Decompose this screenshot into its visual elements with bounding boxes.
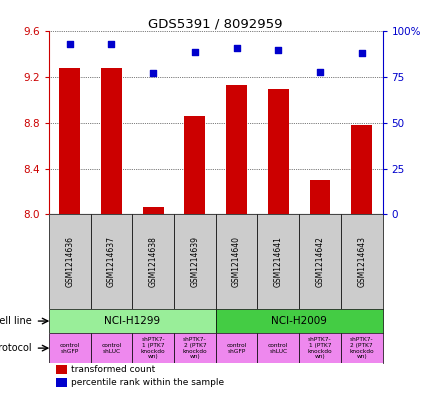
Bar: [91, 333, 132, 364]
Bar: [174, 214, 215, 309]
Point: [317, 68, 323, 75]
Text: GSM1214638: GSM1214638: [149, 236, 158, 287]
Bar: [49, 214, 91, 309]
Text: control
shGFP: control shGFP: [60, 343, 80, 354]
Text: GSM1214643: GSM1214643: [357, 236, 366, 287]
Bar: [215, 309, 382, 333]
Bar: [101, 68, 122, 214]
Bar: [268, 88, 289, 214]
Text: GSM1214636: GSM1214636: [65, 236, 74, 287]
Point: [275, 47, 282, 53]
Point: [358, 50, 365, 57]
Bar: [49, 333, 91, 364]
Text: shPTK7-
2 (PTK7
knockdo
wn): shPTK7- 2 (PTK7 knockdo wn): [182, 337, 207, 359]
Bar: [226, 85, 247, 214]
Text: cell line: cell line: [0, 316, 32, 326]
Text: NCI-H2009: NCI-H2009: [271, 316, 327, 326]
Title: GDS5391 / 8092959: GDS5391 / 8092959: [148, 17, 283, 30]
Bar: [351, 125, 372, 214]
Point: [66, 41, 73, 48]
Bar: [143, 208, 164, 214]
Bar: [258, 333, 299, 364]
Bar: [132, 214, 174, 309]
Bar: [91, 214, 132, 309]
Point: [150, 70, 156, 77]
Text: control
shGFP: control shGFP: [227, 343, 246, 354]
Text: GSM1214641: GSM1214641: [274, 236, 283, 287]
Text: transformed count: transformed count: [71, 365, 155, 375]
Point: [191, 48, 198, 55]
Text: shPTK7-
2 (PTK7
knockdo
wn): shPTK7- 2 (PTK7 knockdo wn): [349, 337, 374, 359]
Text: percentile rank within the sample: percentile rank within the sample: [71, 378, 224, 387]
Bar: [184, 116, 205, 214]
Bar: [49, 309, 215, 333]
Text: protocol: protocol: [0, 343, 32, 353]
Bar: [309, 180, 330, 214]
Text: control
shLUC: control shLUC: [101, 343, 122, 354]
Bar: [60, 68, 80, 214]
Bar: [341, 214, 382, 309]
Text: GSM1214642: GSM1214642: [315, 236, 324, 287]
Bar: [56, 365, 67, 374]
Text: NCI-H1299: NCI-H1299: [104, 316, 160, 326]
Bar: [299, 214, 341, 309]
Bar: [215, 214, 258, 309]
Bar: [215, 333, 258, 364]
Bar: [299, 333, 341, 364]
Text: GSM1214637: GSM1214637: [107, 236, 116, 287]
Point: [233, 45, 240, 51]
Text: shPTK7-
1 (PTK7
knockdo
wn): shPTK7- 1 (PTK7 knockdo wn): [308, 337, 332, 359]
Bar: [341, 333, 382, 364]
Point: [108, 41, 115, 48]
Bar: [174, 333, 215, 364]
Text: GSM1214639: GSM1214639: [190, 236, 199, 287]
Text: shPTK7-
1 (PTK7
knockdo
wn): shPTK7- 1 (PTK7 knockdo wn): [141, 337, 165, 359]
Bar: [56, 378, 67, 387]
Bar: [258, 214, 299, 309]
Bar: [132, 333, 174, 364]
Text: GSM1214640: GSM1214640: [232, 236, 241, 287]
Text: control
shLUC: control shLUC: [268, 343, 289, 354]
